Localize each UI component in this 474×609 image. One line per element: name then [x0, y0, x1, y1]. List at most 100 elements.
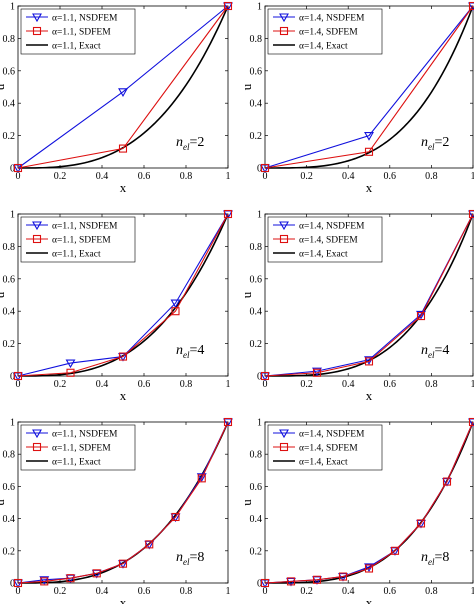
y-tick-label: 0.8 — [250, 450, 263, 461]
y-tick-label: 0.4 — [3, 514, 16, 525]
x-tick-label: 0.6 — [384, 379, 397, 390]
x-tick-label: 0.8 — [180, 586, 193, 597]
y-tick-label: 0.4 — [250, 514, 263, 525]
y-axis-label: u — [0, 499, 7, 506]
x-tick-label: 1 — [226, 586, 231, 597]
x-tick-label: 1 — [226, 379, 231, 390]
n-el-annotation: nel=8 — [176, 550, 204, 567]
annotation-n: n — [176, 550, 183, 565]
n-el-annotation: nel=8 — [421, 550, 449, 567]
x-tick-label: 0.8 — [425, 379, 438, 390]
x-tick-label: 0.6 — [138, 586, 151, 597]
x-tick-label: 1 — [471, 586, 474, 597]
x-tick-label: 1 — [226, 171, 231, 182]
y-tick-label: 0.6 — [250, 274, 263, 285]
legend-entry: α=1.1, NSDFEM — [52, 222, 118, 232]
legend-entry: α=1.4, NSDFEM — [299, 14, 365, 24]
x-axis-label: x — [366, 595, 373, 604]
legend-entry: α=1.4, Exact — [299, 250, 348, 260]
legend-entry: α=1.1, SDFEM — [52, 444, 111, 454]
x-tick-label: 0.4 — [342, 379, 355, 390]
y-tick-label: 0.2 — [3, 339, 16, 350]
annotation-value: =8 — [190, 550, 205, 565]
n-el-annotation: nel=4 — [176, 343, 204, 360]
x-tick-label: 0.8 — [425, 586, 438, 597]
y-tick-label: 0.6 — [250, 482, 263, 493]
y-tick-label: 0.2 — [250, 339, 263, 350]
x-axis-label: x — [120, 595, 127, 604]
y-tick-label: 0.8 — [3, 450, 16, 461]
y-tick-label: 0.8 — [250, 34, 263, 45]
y-axis-label: u — [239, 499, 254, 506]
y-tick-label: 0.6 — [3, 66, 16, 77]
y-tick-label: 0.8 — [250, 242, 263, 253]
legend-entry: α=1.4, SDFEM — [299, 28, 358, 38]
y-axis-label: u — [239, 291, 254, 298]
y-tick-label: 1 — [10, 418, 15, 429]
x-tick-label: 0.8 — [425, 171, 438, 182]
y-tick-label: 1 — [10, 2, 15, 13]
x-tick-label: 0.4 — [96, 379, 109, 390]
y-tick-label: 0.4 — [3, 307, 16, 318]
legend-entry: α=1.4, NSDFEM — [299, 222, 365, 232]
n-el-annotation: nel=4 — [421, 343, 449, 360]
legend-entry: α=1.1, Exact — [52, 458, 101, 468]
x-tick-label: 0.4 — [96, 171, 109, 182]
legend-entry: α=1.4, SDFEM — [299, 236, 358, 246]
legend-entry: α=1.1, Exact — [52, 250, 101, 260]
y-tick-label: 0.4 — [250, 307, 263, 318]
annotation-n: n — [421, 343, 428, 358]
annotation-value: =4 — [435, 343, 450, 358]
y-tick-label: 0.2 — [250, 131, 263, 142]
annotation-value: =2 — [190, 135, 205, 150]
y-tick-label: 0.2 — [3, 131, 16, 142]
annotation-value: =4 — [190, 343, 205, 358]
legend-entry: α=1.1, NSDFEM — [52, 14, 118, 24]
x-tick-label: 0.2 — [300, 586, 313, 597]
legend-entry: α=1.1, Exact — [52, 42, 101, 52]
y-axis-label: u — [0, 291, 7, 298]
y-tick-label: 1 — [257, 418, 262, 429]
n-el-annotation: nel=2 — [421, 135, 449, 152]
y-tick-label: 0.2 — [250, 546, 263, 557]
annotation-n: n — [176, 135, 183, 150]
legend-entry: α=1.1, NSDFEM — [52, 430, 118, 440]
x-tick-label: 0.4 — [342, 171, 355, 182]
annotation-n: n — [421, 550, 428, 565]
y-tick-label: 0.8 — [3, 34, 16, 45]
y-tick-label: 0.8 — [3, 242, 16, 253]
y-tick-label: 1 — [257, 210, 262, 221]
legend-entry: α=1.1, SDFEM — [52, 28, 111, 38]
annotation-n: n — [421, 135, 428, 150]
x-tick-label: 0.8 — [180, 379, 193, 390]
y-axis-label: u — [239, 83, 254, 90]
legend-entry: α=1.1, SDFEM — [52, 236, 111, 246]
x-tick-label: 1 — [471, 171, 474, 182]
x-axis-label: x — [120, 388, 127, 403]
annotation-value: =8 — [435, 550, 450, 565]
x-tick-label: 0.8 — [180, 171, 193, 182]
x-tick-label: 0.6 — [138, 171, 151, 182]
y-tick-label: 0.2 — [3, 546, 16, 557]
x-axis-label: x — [366, 388, 373, 403]
y-axis-label: u — [0, 83, 7, 90]
legend-entry: α=1.4, NSDFEM — [299, 430, 365, 440]
y-tick-label: 0.6 — [250, 66, 263, 77]
n-el-annotation: nel=2 — [176, 135, 204, 152]
x-axis-label: x — [120, 180, 127, 195]
x-tick-label: 0.2 — [54, 379, 67, 390]
x-tick-label: 0.6 — [384, 171, 397, 182]
x-tick-label: 0.2 — [300, 379, 313, 390]
x-tick-label: 0.4 — [342, 586, 355, 597]
y-tick-label: 0.6 — [3, 482, 16, 493]
x-tick-label: 1 — [471, 379, 474, 390]
x-tick-label: 0.2 — [54, 171, 67, 182]
annotation-value: =2 — [435, 135, 450, 150]
legend-entry: α=1.4, Exact — [299, 42, 348, 52]
y-tick-label: 0.4 — [250, 99, 263, 110]
